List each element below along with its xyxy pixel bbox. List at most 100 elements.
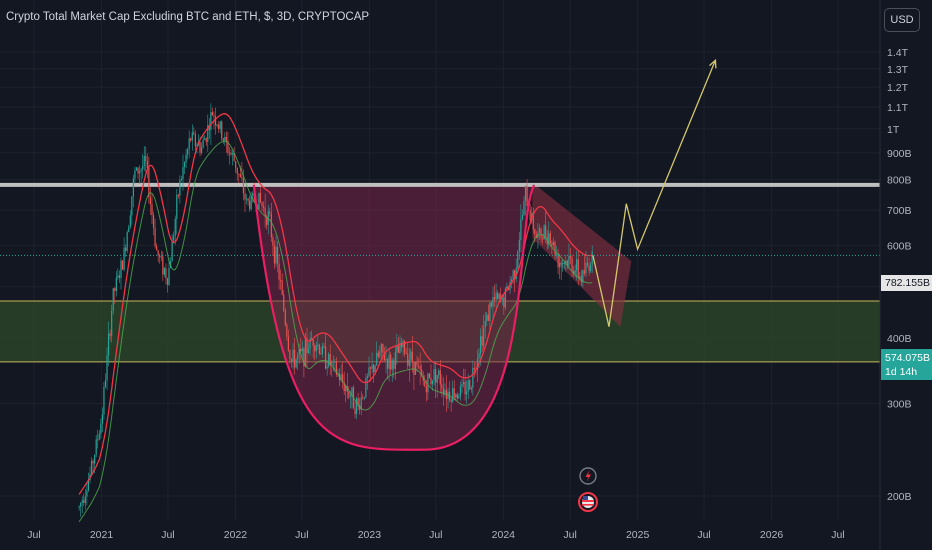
candle-body <box>235 161 237 168</box>
candle-body <box>168 268 170 285</box>
candle-body <box>586 262 589 266</box>
candle-body <box>318 344 320 354</box>
x-tick-label: 2023 <box>358 529 382 541</box>
candle-body <box>160 256 162 258</box>
candle-body <box>470 387 472 390</box>
candle-body <box>208 125 210 131</box>
candle-body <box>111 310 113 336</box>
candle-body <box>506 286 508 289</box>
candle-body <box>227 140 229 153</box>
candle-body <box>146 161 148 168</box>
candle-body <box>555 254 558 256</box>
candle-body <box>563 262 565 264</box>
candle-body <box>187 149 189 155</box>
candle-body <box>275 246 277 264</box>
candle-body <box>245 198 248 200</box>
candle-body <box>427 373 429 393</box>
candle-body <box>390 354 392 370</box>
candle-body <box>459 386 462 397</box>
y-tick-label: 700B <box>887 205 912 217</box>
candle-body <box>188 138 190 150</box>
candle-body <box>464 381 466 395</box>
candle-body <box>342 374 344 383</box>
candle-body <box>290 359 293 362</box>
candle-body <box>538 228 541 233</box>
y-tick-label: 200B <box>887 491 912 503</box>
candle-body <box>292 349 294 362</box>
candle-body <box>92 460 94 464</box>
candle-body <box>377 352 379 357</box>
candle-body <box>264 207 266 217</box>
time-axis[interactable]: Jul 2021 Jul 2022 Jul 2023 Jul 2024 Jul 2025 Jul 20… <box>27 529 844 541</box>
candle-body <box>360 397 362 410</box>
last-price-label: 574.075B 1d 14h <box>881 349 932 380</box>
candle-body <box>396 346 398 353</box>
candle-body <box>286 324 288 337</box>
currency-button[interactable]: USD <box>884 8 920 32</box>
candle-body <box>435 369 437 383</box>
candle-body <box>107 333 110 356</box>
candle-body <box>269 211 271 214</box>
candle-body <box>572 270 575 274</box>
lightning-event-icon[interactable] <box>579 467 597 485</box>
candle-body <box>295 359 297 368</box>
x-tick-label: 2024 <box>492 529 516 541</box>
candle-body <box>151 204 153 216</box>
candle-body <box>309 338 311 349</box>
candle-body <box>145 156 147 162</box>
us-flag-event-icon[interactable] <box>578 492 598 512</box>
candle-body <box>182 167 184 179</box>
candle-body <box>324 346 327 369</box>
candle-body <box>498 294 500 299</box>
candle-body <box>355 398 358 414</box>
candle-body <box>315 345 317 352</box>
candle-body <box>379 351 381 357</box>
candle-body <box>177 194 179 196</box>
trend-band-line <box>78 140 593 523</box>
candle-body <box>560 262 562 265</box>
candle-body <box>149 197 152 205</box>
candle-body <box>300 348 302 352</box>
candle-body <box>385 359 387 361</box>
candle-body <box>97 439 99 441</box>
candle-body <box>329 354 331 366</box>
candle-body <box>289 350 291 360</box>
candle-body <box>112 288 114 311</box>
candle-body <box>489 302 491 321</box>
candle-body <box>458 396 460 399</box>
candle-body <box>176 194 178 219</box>
candle-body <box>159 255 161 258</box>
candle-body <box>326 366 328 369</box>
candle-body <box>266 216 268 225</box>
candle-body <box>531 212 533 221</box>
candle-body <box>368 367 370 377</box>
candle-body <box>109 333 111 336</box>
candle-body <box>98 433 100 440</box>
candle-body <box>293 349 296 368</box>
candle-body <box>132 178 134 197</box>
candle-body <box>376 352 378 366</box>
candle-body <box>524 185 527 201</box>
candle-body <box>87 480 90 491</box>
candle-body <box>94 455 96 464</box>
candle-body <box>424 380 426 387</box>
event-markers[interactable] <box>578 467 598 512</box>
candle-body <box>205 138 207 142</box>
projection-path <box>592 60 717 327</box>
candle-body <box>562 263 564 265</box>
candle-body <box>307 348 310 353</box>
candle-body <box>351 387 353 397</box>
candle-body <box>362 397 364 399</box>
resistance-price-label: 782.155B <box>881 275 932 291</box>
candle-body <box>419 366 421 370</box>
candle-body <box>334 361 336 363</box>
candle-body <box>219 121 221 129</box>
candle-body <box>101 414 103 424</box>
candle-body <box>559 262 561 268</box>
candle-body <box>317 344 319 346</box>
candle-body <box>574 270 576 274</box>
candle-body <box>369 367 372 369</box>
candle-body <box>236 167 238 174</box>
candle-body <box>504 288 506 308</box>
